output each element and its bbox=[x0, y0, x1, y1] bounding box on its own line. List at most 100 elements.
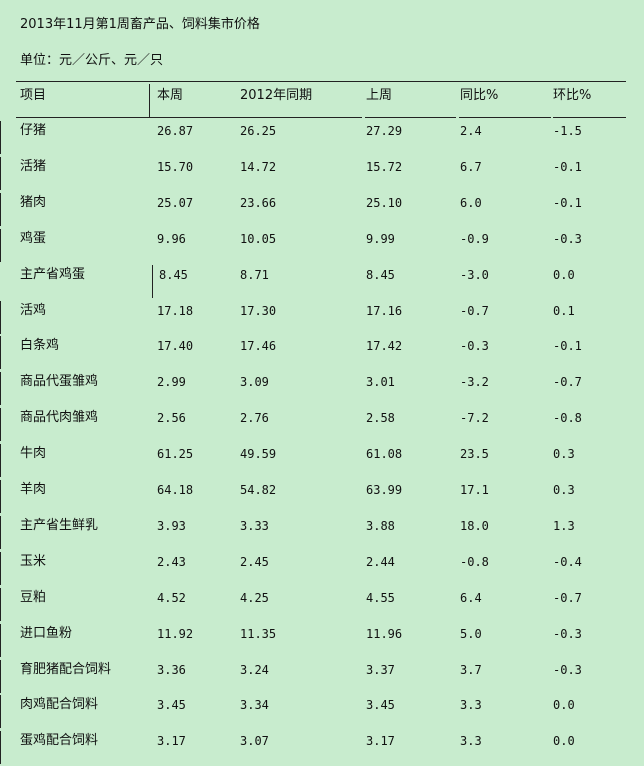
cell-last-week: 63.99 bbox=[366, 483, 403, 497]
cell-wow: -0.1 bbox=[553, 159, 582, 174]
cell-this-week: 9.96 bbox=[157, 231, 186, 246]
cell-yoy: -0.9 bbox=[460, 231, 489, 246]
cell-item: 活鸡 bbox=[20, 302, 47, 318]
cell-same-period-2012: 3.24 bbox=[240, 662, 269, 677]
cell-this-week: 4.52 bbox=[157, 590, 186, 605]
cell-this-week: 2.99 bbox=[157, 375, 186, 390]
cell-item: 蛋鸡配合饲料 bbox=[20, 733, 99, 749]
cell-this-week: 3.45 bbox=[157, 698, 186, 713]
cell-same-period-2012: 54.82 bbox=[240, 483, 277, 497]
cell-wow: -0.4 bbox=[553, 554, 582, 569]
column-divider bbox=[0, 408, 1, 442]
cell-item: 活猪 bbox=[20, 158, 47, 174]
cell-item: 猪肉 bbox=[20, 194, 47, 210]
column-divider bbox=[0, 192, 1, 226]
cell-item: 进口鱼粉 bbox=[20, 625, 73, 641]
cell-same-period-2012: 23.66 bbox=[240, 195, 277, 210]
cell-item: 白条鸡 bbox=[20, 338, 60, 354]
column-divider bbox=[0, 336, 1, 370]
cell-same-period-2012: 2.76 bbox=[240, 411, 269, 426]
cell-this-week: 64.18 bbox=[157, 483, 194, 497]
cell-yoy: -3.2 bbox=[460, 375, 489, 390]
column-divider bbox=[0, 480, 1, 513]
column-divider bbox=[0, 659, 1, 693]
cell-same-period-2012: 3.09 bbox=[240, 375, 269, 390]
cell-same-period-2012: 4.25 bbox=[240, 590, 269, 605]
cell-item: 商品代肉雏鸡 bbox=[20, 410, 99, 426]
column-divider bbox=[0, 731, 1, 765]
cell-wow: -0.3 bbox=[553, 662, 582, 677]
cell-yoy: 23.5 bbox=[460, 447, 489, 462]
cell-wow: -0.8 bbox=[553, 411, 582, 426]
cell-this-week: 3.17 bbox=[157, 734, 186, 749]
cell-last-week: 17.16 bbox=[366, 303, 403, 318]
cell-last-week: 17.42 bbox=[366, 339, 403, 354]
column-divider bbox=[0, 587, 1, 621]
table-top-rule bbox=[16, 81, 626, 82]
cell-same-period-2012: 14.72 bbox=[240, 159, 277, 174]
cell-last-week: 9.99 bbox=[366, 231, 395, 246]
cell-this-week: 2.43 bbox=[157, 554, 186, 569]
cell-item: 主产省鸡蛋 bbox=[20, 266, 86, 282]
cell-this-week: 61.25 bbox=[157, 447, 194, 462]
cell-same-period-2012: 2.45 bbox=[240, 554, 269, 569]
header-rule bbox=[152, 117, 234, 118]
column-divider bbox=[152, 264, 153, 298]
cell-yoy: 6.4 bbox=[460, 590, 482, 605]
header-this-week: 本周 bbox=[157, 88, 184, 103]
cell-last-week: 3.45 bbox=[366, 698, 395, 713]
header-rule bbox=[459, 117, 551, 118]
cell-wow: -1.5 bbox=[553, 124, 582, 138]
cell-yoy: 6.7 bbox=[460, 159, 482, 174]
cell-yoy: -0.8 bbox=[460, 554, 489, 569]
cell-last-week: 11.96 bbox=[366, 626, 403, 641]
cell-yoy: 6.0 bbox=[460, 195, 482, 210]
cell-this-week: 8.45 bbox=[159, 267, 188, 282]
cell-yoy: -0.7 bbox=[460, 303, 489, 318]
page-title: 2013年11月第1周畜产品、饲料集市价格 bbox=[20, 17, 260, 32]
header-yoy: 同比% bbox=[460, 88, 499, 103]
cell-wow: 0.0 bbox=[553, 734, 575, 749]
header-rule bbox=[365, 117, 456, 118]
cell-item: 羊肉 bbox=[20, 482, 47, 497]
header-rule bbox=[553, 117, 626, 118]
cell-same-period-2012: 49.59 bbox=[240, 447, 277, 462]
cell-last-week: 15.72 bbox=[366, 159, 403, 174]
cell-wow: 0.0 bbox=[553, 698, 575, 713]
header-wow: 环比% bbox=[553, 88, 592, 103]
cell-item: 育肥猪配合饲料 bbox=[20, 661, 112, 677]
cell-this-week: 3.36 bbox=[157, 662, 186, 677]
cell-same-period-2012: 3.34 bbox=[240, 698, 269, 713]
cell-same-period-2012: 17.46 bbox=[240, 339, 277, 354]
cell-item: 主产省生鲜乳 bbox=[20, 517, 99, 533]
cell-same-period-2012: 8.71 bbox=[240, 267, 269, 282]
column-divider bbox=[0, 121, 1, 154]
cell-same-period-2012: 3.07 bbox=[240, 734, 269, 749]
cell-wow: -0.7 bbox=[553, 590, 582, 605]
cell-wow: 1.3 bbox=[553, 518, 575, 533]
cell-last-week: 2.44 bbox=[366, 554, 395, 569]
cell-last-week: 3.17 bbox=[366, 734, 395, 749]
cell-item: 玉米 bbox=[20, 553, 47, 569]
cell-item: 仔猪 bbox=[20, 123, 47, 138]
cell-yoy: 18.0 bbox=[460, 518, 489, 533]
cell-same-period-2012: 26.25 bbox=[240, 124, 277, 138]
column-divider bbox=[0, 372, 1, 406]
header-item: 项目 bbox=[20, 88, 47, 103]
cell-this-week: 11.92 bbox=[157, 626, 194, 641]
column-divider bbox=[0, 444, 1, 478]
cell-same-period-2012: 11.35 bbox=[240, 626, 277, 641]
cell-last-week: 2.58 bbox=[366, 411, 395, 426]
cell-last-week: 25.10 bbox=[366, 195, 403, 210]
column-divider bbox=[0, 695, 1, 729]
cell-wow: -0.3 bbox=[553, 626, 582, 641]
cell-this-week: 25.07 bbox=[157, 195, 194, 210]
cell-item: 牛肉 bbox=[20, 446, 47, 462]
header-rule bbox=[236, 117, 362, 118]
cell-wow: -0.1 bbox=[553, 339, 582, 354]
cell-wow: 0.3 bbox=[553, 483, 575, 497]
header-last-week: 上周 bbox=[366, 88, 393, 103]
cell-wow: 0.0 bbox=[553, 267, 575, 282]
column-divider bbox=[0, 515, 1, 549]
cell-yoy: 3.3 bbox=[460, 698, 482, 713]
